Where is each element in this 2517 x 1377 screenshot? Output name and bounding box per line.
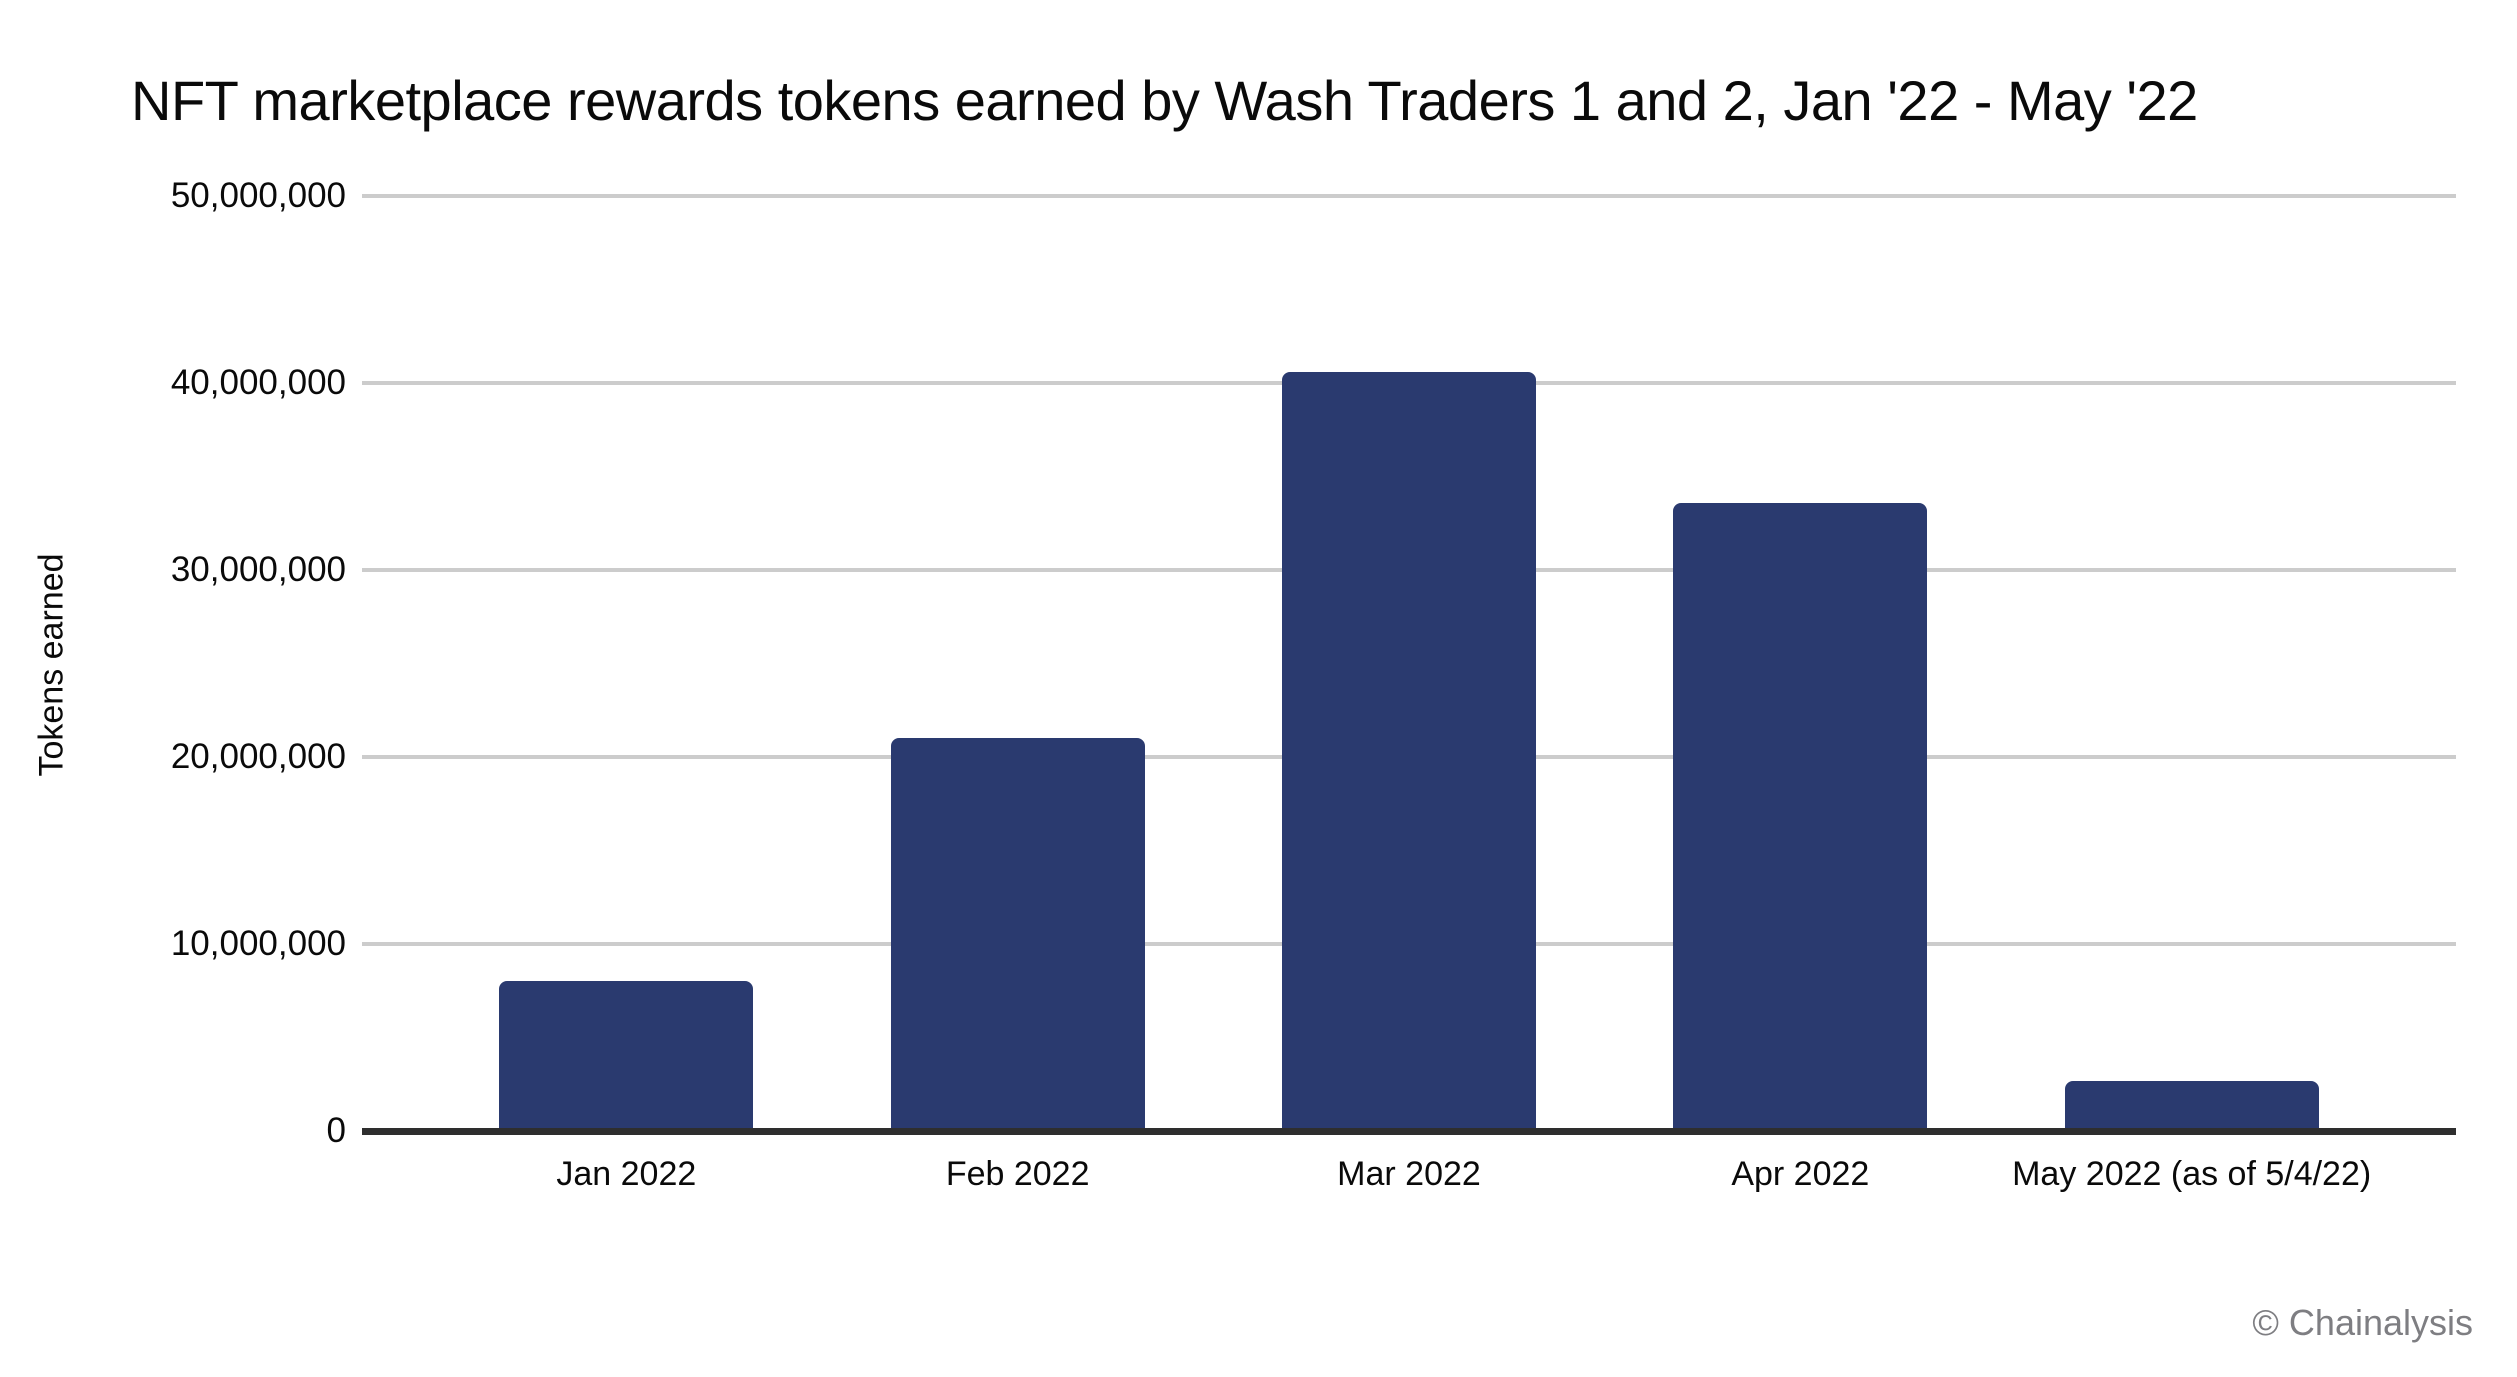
y-tick-label-5: 50,000,000 bbox=[170, 176, 346, 215]
chart-title: NFT marketplace rewards tokens earned by… bbox=[131, 69, 2198, 132]
x-tick-label-feb-2022: Feb 2022 bbox=[945, 1155, 1090, 1193]
y-tick-label-4: 40,000,000 bbox=[170, 363, 346, 402]
gridline-50,000,000 bbox=[362, 194, 2456, 198]
y-tick-label-2: 20,000,000 bbox=[170, 737, 346, 776]
y-tick-label-1: 10,000,000 bbox=[170, 924, 346, 963]
x-tick-label-mar-2022: Mar 2022 bbox=[1337, 1155, 1481, 1193]
y-tick-label-0: 0 bbox=[326, 1111, 346, 1150]
x-tick-label-jan-2022: Jan 2022 bbox=[556, 1155, 697, 1193]
chainalysis-watermark: © Chainalysis bbox=[2252, 1302, 2473, 1343]
bar-jan-2022 bbox=[499, 981, 754, 1131]
bar-mar-2022 bbox=[1282, 372, 1536, 1131]
x-tick-label-may-2022-as-of-5-4-22: May 2022 (as of 5/4/22) bbox=[2012, 1155, 2372, 1193]
bar-apr-2022 bbox=[1673, 503, 1928, 1131]
bar-may-2022-as-of-5-4-22 bbox=[2064, 1081, 2319, 1131]
y-tick-label-3: 30,000,000 bbox=[170, 550, 346, 589]
bar-feb-2022 bbox=[890, 738, 1145, 1131]
plot-area bbox=[362, 194, 2456, 1131]
x-tick-label-apr-2022: Apr 2022 bbox=[1731, 1155, 1870, 1193]
x-axis-line bbox=[362, 1128, 2456, 1135]
y-axis-title: Tokens earned bbox=[32, 553, 71, 777]
